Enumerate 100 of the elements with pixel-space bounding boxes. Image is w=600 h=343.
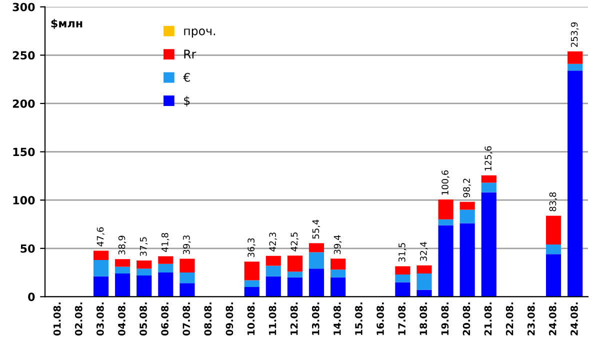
bar — [158, 256, 174, 264]
legend-label: $ — [184, 96, 190, 107]
x-tick-label: 16.08. — [376, 302, 384, 335]
total-label: 41,8 — [161, 232, 170, 252]
total-label: 253,9 — [570, 22, 579, 47]
total-label: 42,3 — [269, 232, 277, 252]
x-tick-label: 12.08. — [290, 302, 298, 335]
bar — [416, 265, 432, 274]
bar — [136, 260, 152, 269]
bar — [136, 268, 152, 276]
x-tick-label: 14.08. — [334, 302, 341, 335]
x-tick-label: 10.08. — [247, 302, 255, 335]
x-tick-label: 01.08. — [53, 302, 61, 336]
total-label: 47,6 — [96, 227, 105, 246]
total-label: 83,8 — [549, 192, 558, 212]
bar — [481, 175, 496, 183]
x-tick-label: 08.08. — [204, 302, 212, 336]
total-label: 100,6 — [442, 170, 450, 195]
bar — [546, 254, 562, 297]
x-tick-label: 11.08. — [268, 302, 276, 335]
bar — [244, 287, 260, 297]
bar — [568, 51, 583, 64]
total-label: 125,6 — [484, 146, 492, 170]
bar — [568, 70, 583, 297]
bar — [158, 264, 174, 273]
x-tick-label: 06.08. — [161, 302, 168, 336]
bar — [416, 274, 432, 290]
legend-label: Rr — [184, 50, 196, 58]
legend-label: проч. — [184, 28, 216, 38]
x-tick-label: 19.08. — [441, 302, 449, 335]
y-tick-label: 100 — [13, 196, 35, 204]
y-tick-label: 300 — [12, 2, 35, 12]
total-label: 36,3 — [248, 238, 256, 258]
bar — [438, 219, 454, 226]
bar — [115, 259, 130, 267]
bar — [460, 210, 475, 224]
bar — [330, 277, 346, 297]
bar — [115, 274, 130, 297]
bar — [287, 272, 302, 278]
x-tick-label: 24.08. — [570, 302, 578, 336]
bar — [438, 200, 454, 220]
bar — [180, 283, 195, 297]
y-tick-label: 250 — [12, 51, 35, 60]
y-tick-label: 200 — [12, 99, 35, 108]
total-label: 38,9 — [118, 236, 126, 255]
x-tick-label: 18.08. — [420, 302, 428, 335]
y-tick-label: 50 — [20, 244, 35, 253]
legend-label: € — [183, 72, 190, 82]
bar — [330, 270, 346, 278]
x-tick-label: 02.08. — [74, 302, 82, 336]
x-tick-label: 07.08. — [182, 302, 190, 336]
x-tick-label: 05.08. — [140, 302, 147, 336]
bar — [416, 290, 432, 297]
total-label: 37,5 — [140, 237, 148, 256]
bar — [481, 182, 496, 192]
bar — [308, 252, 324, 269]
x-tick-label: 04.08. — [118, 302, 126, 336]
x-tick-label: 09.08. — [226, 302, 234, 336]
bar — [308, 243, 324, 252]
bar — [308, 268, 324, 297]
bar — [158, 272, 174, 297]
bar — [93, 276, 109, 297]
total-label: 42,5 — [290, 232, 298, 252]
total-label: 32,4 — [420, 242, 428, 261]
bar — [93, 260, 109, 276]
bar — [395, 274, 410, 282]
bar — [136, 275, 152, 297]
total-label: 55,4 — [312, 220, 320, 239]
bar — [244, 262, 260, 280]
bar — [330, 258, 346, 270]
bar — [115, 266, 130, 274]
bar — [93, 250, 109, 260]
x-tick-label: 20.08. — [462, 302, 470, 336]
x-tick-label: 24.08. — [548, 302, 556, 336]
bar — [460, 223, 475, 297]
bar — [244, 280, 260, 288]
total-label: 39,4 — [334, 235, 342, 254]
bar — [180, 258, 195, 273]
x-tick-label: 03.08. — [96, 302, 104, 336]
x-tick-label: 13.08. — [312, 302, 320, 335]
bar — [395, 266, 410, 274]
total-label: 98,2 — [463, 178, 471, 198]
bar — [481, 192, 496, 297]
x-tick-label: 17.08. — [398, 302, 406, 335]
bar — [546, 216, 562, 245]
x-tick-label: 21.08. — [484, 302, 492, 336]
x-tick-label: 15.08. — [355, 302, 362, 335]
y-tick-label: 150 — [13, 148, 35, 156]
bar — [460, 202, 475, 210]
bar — [266, 266, 281, 276]
bar — [180, 272, 195, 284]
bar — [395, 282, 410, 297]
x-tick-label: 22.08. — [506, 302, 514, 336]
bar — [546, 244, 562, 254]
bar — [287, 256, 302, 272]
bar — [287, 277, 302, 297]
bar — [568, 64, 583, 71]
total-label: 39,3 — [183, 235, 191, 254]
total-label: 31,5 — [398, 243, 406, 262]
bar — [438, 225, 454, 297]
